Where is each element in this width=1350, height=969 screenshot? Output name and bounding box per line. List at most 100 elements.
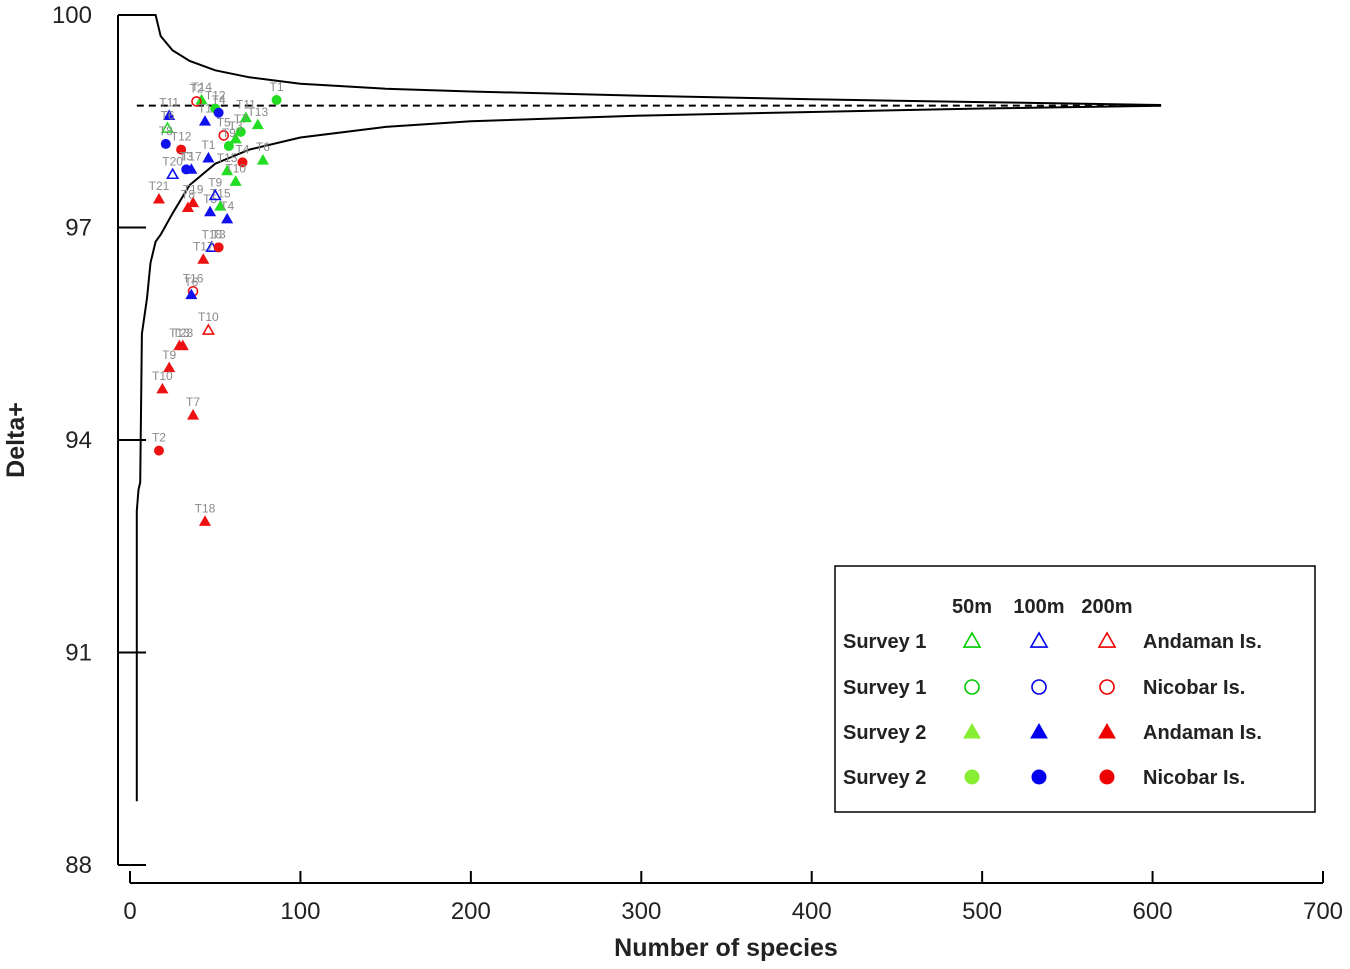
legend-region-label: Andaman Is. [1143,722,1262,744]
y-tick-label: 91 [65,640,92,667]
data-point [187,196,200,208]
data-point [229,175,242,186]
legend: 50m 100m 200m Survey 1 Andaman Is. Survey 1 Ni… [834,565,1316,813]
data-point [198,515,212,526]
legend-marker [1031,769,1047,785]
data-point [271,95,282,105]
data-point-label: T9 [222,126,236,140]
data-point-label: T2 [189,81,203,95]
funnel-upper-limit [138,14,1162,106]
data-point [163,361,176,373]
data-point [204,205,217,217]
data-point-label: T17 [181,149,202,163]
data-point [176,144,187,155]
data-point [163,109,176,120]
funnel-lower-limit [135,104,1162,802]
legend-survey-label: Survey 1 [843,631,926,653]
data-point-label: T11 [236,98,256,112]
legend-marker [1029,631,1049,648]
legend-box [834,565,1316,813]
data-point [152,192,166,204]
data-point-label: T19 [183,183,204,197]
data-point-label: T11 [159,96,179,110]
legend-marker [964,679,980,695]
legend-marker [962,631,982,648]
data-point [166,167,180,180]
legend-marker [963,722,981,739]
data-point-label: T15 [217,151,238,165]
y-tick-label: 97 [65,215,92,242]
legend-survey-label: Survey 2 [843,722,926,744]
data-point-label: T10 [152,369,173,383]
data-point-label: T9 [162,348,176,362]
data-point-label: T18 [201,227,222,241]
data-point-label: T1 [270,80,284,94]
data-point [197,253,210,264]
data-point [229,132,242,144]
x-tick-label: 400 [792,898,832,925]
data-point [213,107,224,118]
data-point [176,339,189,351]
x-tick-label: 500 [962,898,1002,925]
data-point-label: T5 [217,115,231,129]
data-point [235,126,246,137]
data-point-label: T10 [198,310,219,324]
data-point [221,164,234,176]
data-point-label: T4 [212,93,226,107]
data-point-label: T2 [152,431,166,445]
data-point-label: T4 [235,142,249,156]
x-tick-label: 300 [621,898,661,925]
data-point [251,118,264,130]
data-point [202,151,215,163]
data-point [181,201,194,213]
data-point-label: T21 [149,179,170,193]
legend-column-header: 100m [1013,596,1064,618]
data-point-label: T13 [247,105,268,119]
data-point [201,323,215,335]
data-point [256,154,269,165]
data-point-label: T17 [193,239,214,253]
data-point [213,242,224,253]
data-point-label: T23 [172,326,193,340]
data-point-label: T12 [205,89,226,103]
data-point [198,115,212,126]
data-point-label: T13 [169,326,190,340]
data-point-label: T6 [256,140,270,154]
legend-marker [1030,722,1048,739]
data-point-label: T3 [179,149,193,163]
data-point [195,93,208,105]
legend-marker [964,769,980,785]
data-point-label: T7 [234,112,248,126]
data-point [160,138,171,149]
legend-survey-label: Survey 1 [843,677,926,699]
data-point-label: T18 [195,501,216,515]
data-point [223,141,234,152]
funnel-lines [135,14,1162,802]
x-tick-label: 700 [1303,898,1343,925]
y-axis-title: Delta+ [2,402,30,478]
data-point-label: T8 [181,188,195,202]
legend-marker [1099,769,1115,785]
legend-column-header: 50m [952,596,992,618]
x-axis-title: Number of species [614,934,838,962]
data-point-label: T10 [225,161,246,175]
data-point [185,163,198,174]
legend-survey-label: Survey 2 [843,767,926,789]
x-tick-label: 100 [280,898,320,925]
x-tick-label: 200 [451,898,491,925]
legend-marker [1031,679,1047,695]
data-point-label: T1 [201,138,215,152]
data-point [160,121,175,134]
y-tick-label: 88 [65,852,92,879]
data-point-label: T12 [171,130,192,144]
data-point [218,130,230,141]
data-point [239,111,252,123]
x-tick-label: 0 [123,898,136,925]
data-point [156,382,169,394]
y-tick-label: 100 [52,2,92,29]
data-point [208,188,222,201]
data-point-label: T7 [186,395,200,409]
data-point-label: T6 [160,108,174,122]
